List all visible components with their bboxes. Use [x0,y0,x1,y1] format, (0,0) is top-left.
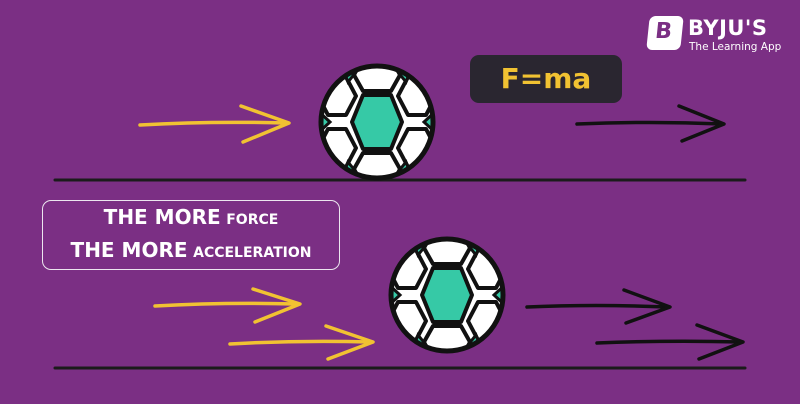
force-arrow [138,104,291,144]
soccer-ball-icon [318,63,436,181]
logo-mark-icon: B [646,16,684,50]
message-line-2-rest: ACCELERATION [193,245,312,261]
force-arrow [228,324,375,361]
formula-box: F=ma [470,55,622,103]
logo-tagline: The Learning App [689,41,782,53]
message-line-1-emphasis: THE MORE [103,205,221,229]
soccer-ball-icon [388,236,506,354]
message-box: THE MORE FORCE THE MORE ACCELERATION [42,200,340,270]
motion-arrow [595,323,745,361]
logo-name: BYJU'S [688,16,768,40]
motion-arrow [575,104,726,143]
message-line-1: THE MORE FORCE [104,202,279,235]
message-line-2: THE MORE ACCELERATION [71,235,312,268]
message-line-1-rest: FORCE [226,212,279,228]
byjus-logo: B BYJU'S The Learning App [646,16,798,60]
formula-text: F=ma [500,62,592,95]
motion-arrow [525,288,672,325]
force-arrow [153,287,302,324]
message-line-2-emphasis: THE MORE [70,238,188,262]
